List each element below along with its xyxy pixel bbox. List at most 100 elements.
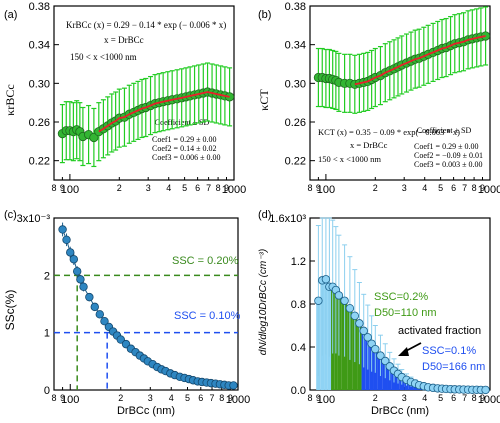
panel-d-xtick-label: 7 bbox=[462, 393, 467, 403]
panel-d-label: (d) bbox=[258, 209, 271, 221]
panel-b-xtick-label: 6 bbox=[451, 183, 456, 193]
ytick-label: 0.38 bbox=[29, 1, 50, 13]
data-point bbox=[89, 132, 99, 143]
panel-d: (d) dN/dlog10DrBCc (cm⁻³) DrBCc (nm) SSC… bbox=[258, 209, 500, 417]
fit-curve bbox=[354, 35, 486, 86]
panel-a-xtick-label: 9 bbox=[224, 183, 229, 193]
panel-d-xlabel: DrBCc (nm) bbox=[371, 405, 429, 417]
panel-b-coef-2: Coef2 = −0.09 ± 0.01 bbox=[414, 151, 483, 160]
panel-c-xtick-label: 1000 bbox=[226, 394, 250, 406]
panel-b-coef-title: Coefficient ± SD bbox=[417, 126, 472, 135]
ytick-label: 1.2 bbox=[291, 256, 306, 268]
panel-c-xtick-label: 7 bbox=[210, 393, 215, 403]
ytick-label: 0.34 bbox=[285, 40, 306, 52]
data-point bbox=[350, 311, 359, 321]
panel-a-coef-3: Coef3 = 0.006 ± 0.00 bbox=[152, 153, 220, 162]
panel-d-annotation-activated: activated fraction bbox=[398, 325, 481, 337]
panel-d-annotation-d50-166: D50=166 nm bbox=[422, 361, 485, 373]
panel-c-frame bbox=[53, 217, 239, 391]
panel-c-xtick-label: 4 bbox=[169, 393, 174, 403]
panel-b-xtick-label: 2 bbox=[373, 183, 378, 193]
panel-d-xtick-label: 2 bbox=[373, 393, 378, 403]
panel-c-xtick-label: 9 bbox=[228, 393, 233, 403]
panel-b-annotation-3: 150 < x <1000 nm bbox=[318, 154, 381, 164]
panel-c-xtick-label: 2 bbox=[118, 393, 123, 403]
panel-a: (a) κrBCc KrBCc (x) = 0.29 − 0.14 * exp … bbox=[3, 1, 246, 196]
panel-b-xtick-label: 7 bbox=[462, 183, 467, 193]
panel-d-xtick-label: 8 bbox=[307, 393, 312, 403]
ytick-label: 0 bbox=[44, 385, 50, 397]
panel-a-xtick-label: 9 bbox=[60, 183, 65, 193]
panel-b-ylabel: κCT bbox=[257, 89, 271, 111]
panel-a-ylabel: κrBCc bbox=[3, 84, 17, 115]
data-point bbox=[355, 319, 364, 328]
data-point bbox=[100, 317, 109, 326]
panel-c-xtick-label: 5 bbox=[185, 393, 190, 403]
panel-c-xtick-label: 8 bbox=[219, 393, 224, 403]
panel-c-ylabel: SSc(%) bbox=[3, 290, 17, 331]
panel-a-xtick-label: 2 bbox=[117, 183, 122, 193]
data-point bbox=[85, 292, 94, 302]
panel-a-annotation-1: KrBCc (x) = 0.29 − 0.14 * exp (− 0.006 *… bbox=[66, 20, 226, 30]
panel-b-xtick-label: 4 bbox=[422, 183, 427, 193]
panel-c-xtick-label: 8 bbox=[51, 393, 56, 403]
data-point bbox=[321, 275, 331, 284]
ytick-label: 0.4 bbox=[291, 342, 306, 354]
ytick-label: 0.30 bbox=[285, 78, 306, 90]
data-point bbox=[90, 302, 99, 312]
panel-d-annotation-ss01: SSC=0.1% bbox=[422, 345, 476, 357]
ytick-label: 2 bbox=[44, 270, 50, 282]
panel-a-xtick-label: 100 bbox=[61, 184, 79, 196]
panel-d-xtick-label: 9 bbox=[480, 393, 485, 403]
data-point bbox=[481, 385, 490, 395]
panel-d-xtick-label: 1000 bbox=[478, 394, 500, 406]
panel-a-frame bbox=[53, 5, 235, 181]
data-point bbox=[229, 381, 238, 390]
data-point bbox=[363, 333, 372, 342]
data-point bbox=[314, 296, 323, 305]
panel-c: (c) SSc(%) DrBCc (nm) SSC = 0.20% SSC = … bbox=[3, 209, 250, 417]
panel-d-xtick-label: 6 bbox=[451, 393, 456, 403]
ytick-label: 0.26 bbox=[29, 117, 50, 129]
panel-b-xtick-label: 1000 bbox=[478, 184, 500, 196]
panel-d-xtick-label: 4 bbox=[422, 393, 427, 403]
panel-b-xtick-label: 3 bbox=[402, 183, 407, 193]
panel-c-xtick-label: 6 bbox=[198, 393, 203, 403]
data-point bbox=[334, 291, 344, 300]
panel-a-coef-1: Coef1 = 0.29 ± 0.00 bbox=[152, 135, 216, 144]
ytick-label: 0.38 bbox=[285, 1, 306, 13]
data-point bbox=[76, 275, 85, 284]
panel-b-xtick-label: 8 bbox=[307, 183, 312, 193]
ytick-label: 0.0 bbox=[291, 385, 306, 397]
data-point bbox=[345, 304, 355, 313]
ytick-label: 0.26 bbox=[285, 117, 306, 129]
data-point bbox=[62, 235, 71, 244]
data-point bbox=[376, 351, 385, 360]
panel-a-xtick-label: 3 bbox=[146, 183, 151, 193]
panel-b-label: (b) bbox=[258, 9, 271, 21]
data-point bbox=[359, 326, 368, 336]
panel-d-annotation-ss02: SSC=0.2% bbox=[374, 291, 428, 303]
panel-c-ref-label-2: SSC = 0.10% bbox=[174, 310, 241, 322]
panel-c-xlabel: DrBCc (nm) bbox=[117, 405, 175, 417]
panel-a-label: (a) bbox=[4, 9, 17, 21]
data-point bbox=[66, 248, 75, 257]
panel-a-annotation-2: x = DrBCc bbox=[104, 35, 144, 45]
panel-b-annotation-2: x = DrBCc bbox=[350, 140, 388, 150]
panel-a-xtick-label: 7 bbox=[206, 183, 211, 193]
data-point bbox=[79, 282, 88, 291]
ytick-label: 1.6x10³ bbox=[269, 213, 306, 225]
panel-a-xtick-label: 5 bbox=[182, 183, 187, 193]
ytick-label: 3x10⁻³ bbox=[17, 213, 51, 225]
panel-a-xtick-label: 8 bbox=[216, 183, 221, 193]
panel-d-xtick-label: 9 bbox=[316, 393, 321, 403]
panel-b-xtick-label: 8 bbox=[472, 183, 477, 193]
panel-c-xtick-label: 9 bbox=[60, 393, 65, 403]
panel-d-xtick-label: 8 bbox=[472, 393, 477, 403]
panel-c-xtick-label: 3 bbox=[148, 393, 153, 403]
data-point bbox=[95, 310, 104, 319]
panel-a-xtick-label: 8 bbox=[51, 183, 56, 193]
panel-b-annotation-1: KCT (x) = 0.35 − 0.09 * exp(− 0.003 * x) bbox=[318, 127, 460, 137]
panel-b-frame bbox=[309, 5, 491, 181]
